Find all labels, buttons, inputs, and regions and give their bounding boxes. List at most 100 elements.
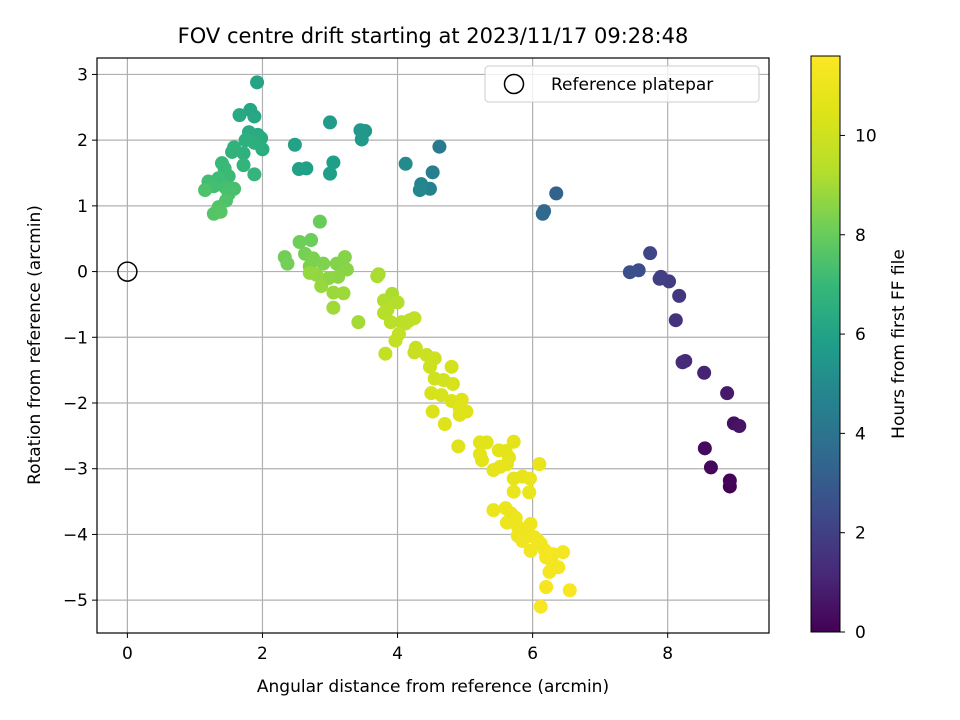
data-point	[378, 346, 393, 361]
data-point	[522, 485, 537, 500]
data-point	[444, 359, 459, 374]
x-tick-label: 8	[662, 644, 673, 664]
data-point	[236, 158, 251, 173]
data-point	[302, 265, 317, 280]
data-point	[225, 144, 240, 159]
data-point	[522, 471, 537, 486]
data-point	[697, 441, 712, 456]
data-point	[390, 295, 405, 310]
plot-points	[198, 75, 747, 614]
x-tick-label: 6	[527, 644, 538, 664]
x-axis: 0 2 4 6 8	[122, 633, 673, 664]
data-point	[506, 484, 521, 499]
colorbar-tick-label: 4	[855, 424, 866, 444]
y-tick-label: −4	[63, 525, 88, 545]
colorbar-gradient	[810, 55, 841, 633]
plot-frame	[96, 57, 770, 634]
y-tick-label: 2	[77, 131, 88, 151]
data-point	[354, 132, 369, 147]
colorbar-tick-label: 0	[855, 623, 866, 643]
data-point	[238, 133, 253, 148]
data-point	[407, 311, 422, 326]
data-point	[437, 417, 452, 432]
y-tick-label: −5	[63, 591, 88, 611]
y-tick-label: −3	[63, 460, 88, 480]
data-point	[407, 345, 422, 360]
data-point	[232, 108, 247, 123]
data-point	[535, 206, 550, 221]
colorbar-tick-label: 2	[855, 524, 866, 544]
data-point	[326, 285, 341, 300]
data-point	[523, 516, 538, 531]
data-point	[474, 453, 489, 468]
data-point	[434, 388, 449, 403]
data-point	[556, 545, 571, 560]
data-point	[291, 162, 306, 177]
colorbar-tick-label: 8	[855, 226, 866, 246]
data-point	[486, 503, 501, 518]
grid	[97, 58, 769, 633]
data-point	[432, 139, 447, 154]
legend-box	[484, 65, 760, 103]
data-point	[412, 183, 427, 198]
data-point	[312, 214, 327, 229]
y-tick-label: 1	[77, 197, 88, 217]
data-point	[562, 583, 577, 598]
data-point	[422, 359, 437, 374]
data-point	[213, 204, 228, 219]
data-point	[668, 313, 683, 328]
colorbar-tick-label: 10	[855, 126, 877, 146]
data-point	[720, 386, 735, 401]
data-point	[732, 419, 747, 433]
data-point	[425, 165, 440, 180]
colorbar-label: Hours from first FF file	[889, 249, 909, 439]
data-point	[388, 333, 403, 348]
data-point	[452, 407, 467, 422]
data-point	[506, 434, 521, 449]
data-point	[445, 376, 460, 391]
data-point	[198, 183, 213, 198]
data-point	[622, 265, 637, 280]
legend-marker	[503, 73, 525, 95]
legend-label: Reference platepar	[551, 75, 713, 95]
data-point	[323, 115, 338, 130]
y-axis-label: Rotation from reference (arcmin)	[25, 205, 45, 485]
data-point	[542, 564, 557, 579]
data-point	[672, 288, 687, 303]
data-point	[316, 256, 331, 271]
x-tick-label: 2	[257, 644, 268, 664]
data-point	[287, 137, 302, 152]
data-point	[304, 233, 319, 248]
data-point	[653, 269, 668, 284]
data-point	[523, 543, 538, 558]
data-point	[533, 599, 548, 614]
data-point	[722, 473, 737, 488]
data-point	[515, 534, 530, 548]
colorbar-tick-label: 6	[855, 325, 866, 345]
data-point	[675, 355, 690, 370]
data-point	[336, 286, 351, 301]
data-point	[549, 186, 564, 201]
data-point	[643, 246, 658, 261]
data-point	[326, 155, 341, 170]
data-point	[539, 580, 554, 594]
data-point	[247, 109, 262, 124]
data-point	[425, 404, 440, 419]
y-tick-label: 0	[77, 263, 88, 283]
chart-title: FOV centre drift starting at 2023/11/17 …	[178, 24, 689, 48]
data-point	[499, 515, 514, 530]
data-point	[351, 315, 366, 330]
data-point	[451, 439, 466, 454]
data-point	[532, 457, 547, 472]
x-axis-label: Angular distance from reference (arcmin)	[257, 677, 609, 697]
data-point	[247, 167, 262, 182]
y-axis: 3 2 1 0 −1 −2 −3 −4 −5	[63, 65, 97, 611]
legend: Reference platepar	[484, 65, 760, 103]
x-tick-label: 4	[392, 644, 403, 664]
data-point	[323, 166, 338, 181]
colorbar: 0 2 4 6 8 10 Hours from first FF file	[810, 55, 909, 643]
data-point	[383, 315, 398, 330]
data-point	[479, 435, 494, 450]
data-point	[697, 365, 712, 380]
